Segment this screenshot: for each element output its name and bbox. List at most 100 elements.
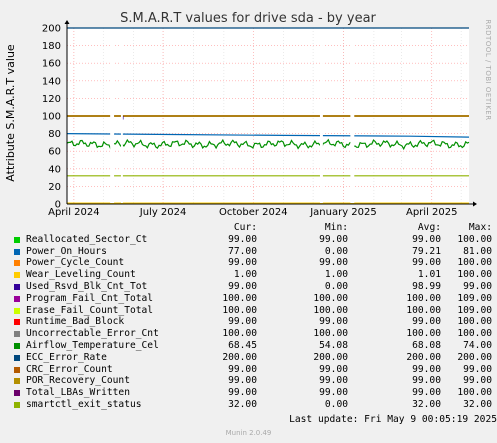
legend-swatch [14, 390, 20, 397]
legend-row: CRC_Error_Count 99.00 99.00 99.00 99.00 [14, 364, 492, 376]
legend-name: CRC_Error_Count [26, 363, 113, 375]
legend-avg: 100.00 [406, 328, 441, 340]
legend-avg: 200.00 [406, 351, 441, 363]
legend-name: Uncorrectable_Error_Cnt [26, 328, 159, 340]
legend-swatch [14, 283, 20, 290]
series-line [66, 133, 470, 138]
legend-row: Reallocated_Sector_Ct 99.00 99.00 99.00 100.… [14, 234, 492, 246]
legend: Cur: Min: Avg: Max: Reallocated_Sector_C… [14, 222, 492, 411]
legend-header-cur: Cur: [233, 222, 257, 233]
legend-max: 100.00 [457, 328, 492, 340]
legend-swatch [14, 295, 20, 302]
legend-cur: 200.00 [222, 351, 257, 363]
legend-min: 200.00 [313, 351, 348, 363]
data-gap [110, 29, 115, 203]
legend-max: 100.00 [457, 316, 492, 328]
chart: S.M.A.R.T values for drive sda - by year… [4, 11, 492, 218]
legend-row: Power_Cycle_Count 99.00 99.00 99.00 100.00 [14, 257, 492, 269]
last-update: Last update: Fri May 9 00:05:19 2025 [289, 414, 497, 425]
legend-row: ECC_Error_Rate 200.00 200.00 200.00 200.00 [14, 352, 492, 364]
legend-name: Total_LBAs_Written [26, 387, 130, 399]
legend-avg: 99.00 [412, 233, 441, 245]
legend-swatch [14, 331, 20, 338]
legend-row: Wear_Leveling_Count 1.00 1.00 1.01 100.00 [14, 269, 492, 281]
legend-name: smartctl_exit_status [26, 398, 142, 410]
legend-max: 109.00 [457, 292, 492, 304]
x-tick-label: October 2024 [219, 207, 288, 218]
legend-min: 100.00 [313, 328, 348, 340]
legend-min: 99.00 [319, 233, 348, 245]
legend-avg: 99.00 [412, 363, 441, 375]
y-tick-label: 20 [48, 182, 61, 193]
legend-swatch [14, 260, 20, 267]
legend-min: 0.00 [324, 398, 348, 410]
legend-min: 99.00 [319, 316, 348, 328]
y-tick-label: 160 [42, 59, 61, 70]
legend-name: Reallocated_Sector_Ct [26, 233, 148, 245]
y-tick-label: 200 [42, 24, 61, 35]
legend-min: 99.00 [319, 375, 348, 387]
legend-max: 32.00 [463, 398, 492, 410]
data-gap [350, 29, 355, 203]
legend-header-avg: Avg: [417, 222, 441, 233]
legend-avg: 32.00 [412, 398, 441, 410]
legend-cur: 99.00 [228, 363, 257, 375]
legend-swatch [14, 307, 20, 314]
legend-row: smartctl_exit_status 32.00 0.00 32.00 32.00 [14, 399, 492, 411]
legend-max: 99.00 [463, 363, 492, 375]
series-layer [66, 27, 470, 204]
legend-name: Program_Fail_Cnt_Total [26, 292, 154, 304]
x-tick-label: January 2025 [309, 207, 377, 218]
legend-cur: 99.00 [228, 233, 257, 245]
legend-max: 81.00 [463, 245, 492, 257]
legend-avg: 100.00 [406, 292, 441, 304]
legend-min: 54.08 [319, 339, 348, 351]
legend-swatch [14, 272, 20, 279]
x-tick-label: April 2024 [48, 207, 99, 218]
legend-swatch [14, 342, 20, 349]
legend-avg: 68.08 [412, 339, 441, 351]
legend-swatch [14, 354, 20, 361]
legend-swatch [14, 366, 20, 373]
legend-row: POR_Recovery_Count 99.00 99.00 99.00 99.00 [14, 375, 492, 387]
y-tick-label: 100 [42, 112, 61, 123]
legend-rows: Reallocated_Sector_Ct 99.00 99.00 99.00 100.… [14, 234, 492, 411]
legend-cur: 99.00 [228, 375, 257, 387]
legend-row: Total_LBAs_Written 99.00 99.00 99.00 100.00 [14, 387, 492, 399]
series-line [66, 138, 470, 151]
legend-swatch [14, 236, 20, 243]
x-tick-label: April 2025 [406, 207, 457, 218]
axis-layer: 0 20 40 60 80 100 120 140 160 180 200 April 2024 Jul… [42, 20, 477, 218]
legend-max: 200.00 [457, 351, 492, 363]
legend-name: Power_On_Hours [26, 245, 107, 257]
legend-name: Power_Cycle_Count [26, 257, 125, 269]
legend-max: 100.00 [457, 257, 492, 269]
data-gap [120, 29, 123, 203]
legend-cur: 1.00 [233, 269, 257, 281]
legend-cur: 77.00 [228, 245, 257, 257]
legend-row: Used_Rsvd_Blk_Cnt_Tot 99.00 0.00 98.99 99.00 [14, 281, 492, 293]
legend-max: 100.00 [457, 269, 492, 281]
legend-row: Erase_Fail_Count_Total 100.00 100.00 100.00… [14, 305, 492, 317]
side-label: RRDTOOL / TOBI OETIKER [484, 19, 492, 120]
legend-avg: 99.00 [412, 387, 441, 399]
gap-layer [110, 29, 355, 203]
legend-min: 99.00 [319, 387, 348, 399]
legend-cur: 32.00 [228, 398, 257, 410]
legend-name: Erase_Fail_Count_Total [26, 304, 154, 316]
legend-header-min: Min: [324, 222, 348, 233]
legend-name: ECC_Error_Rate [26, 351, 107, 363]
y-tick-label: 60 [48, 147, 61, 158]
legend-max: 99.00 [463, 280, 492, 292]
y-axis-arrow [64, 20, 70, 24]
legend-avg: 1.01 [417, 269, 441, 281]
legend-max: 109.00 [457, 304, 492, 316]
legend-cur: 99.00 [228, 280, 257, 292]
legend-name: POR_Recovery_Count [26, 375, 130, 387]
legend-avg: 99.00 [412, 375, 441, 387]
legend-name: Airflow_Temperature_Cel [26, 339, 159, 351]
legend-min: 0.00 [324, 280, 348, 292]
y-tick-label: 40 [48, 164, 61, 175]
legend-avg: 98.99 [412, 280, 441, 292]
legend-avg: 79.21 [412, 245, 441, 257]
